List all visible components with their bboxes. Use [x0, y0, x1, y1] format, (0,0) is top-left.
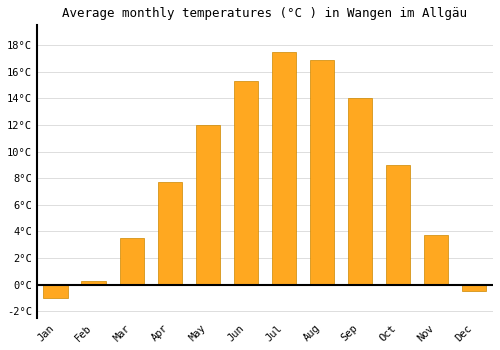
Bar [310, 60, 334, 285]
Bar [44, 285, 68, 298]
Bar [234, 81, 258, 285]
Bar [424, 236, 448, 285]
Bar [158, 182, 182, 285]
Title: Average monthly temperatures (°C ) in Wangen im Allgäu: Average monthly temperatures (°C ) in Wa… [62, 7, 468, 20]
Bar [386, 165, 410, 285]
Bar [196, 125, 220, 285]
Bar [82, 281, 106, 285]
Bar [120, 238, 144, 285]
Bar [348, 98, 372, 285]
Bar [462, 285, 486, 291]
Bar [272, 52, 296, 285]
